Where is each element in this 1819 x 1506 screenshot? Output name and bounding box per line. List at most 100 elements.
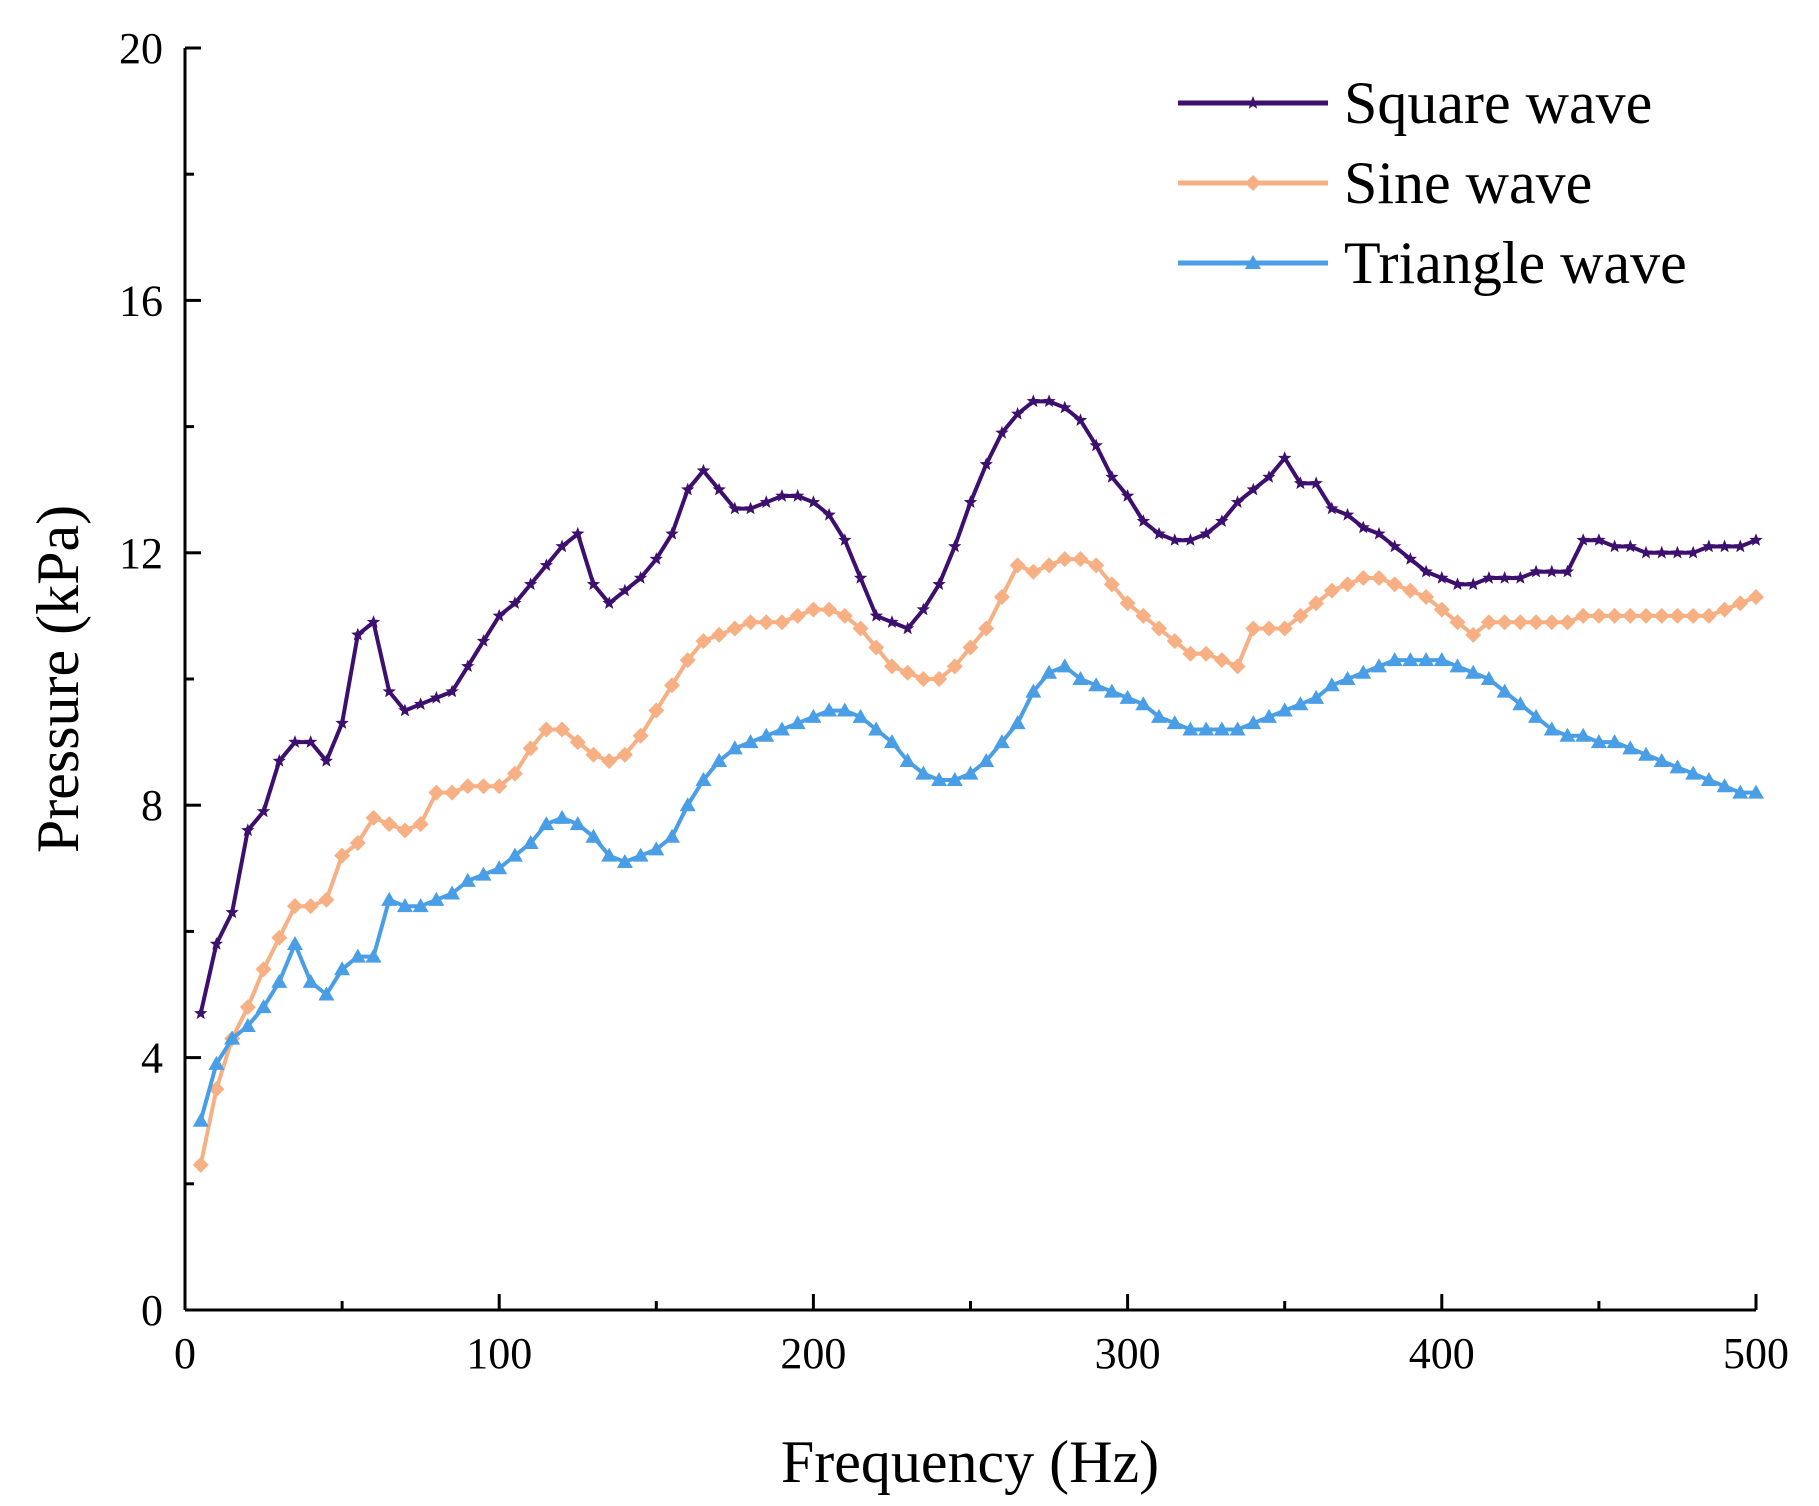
data-point-square-wave bbox=[351, 627, 365, 641]
data-point-sine-wave bbox=[1748, 588, 1764, 605]
data-point-square-wave bbox=[414, 697, 428, 710]
data-point-square-wave bbox=[1325, 501, 1339, 515]
data-point-square-wave bbox=[382, 684, 396, 698]
legend-item-triangle-wave: Triangle wave bbox=[1178, 230, 1687, 296]
data-point-sine-wave bbox=[1151, 620, 1168, 637]
data-point-sine-wave bbox=[1292, 607, 1309, 624]
data-point-sine-wave bbox=[239, 999, 256, 1016]
legend-marker-square-wave bbox=[1246, 96, 1260, 109]
data-point-square-wave bbox=[1529, 564, 1543, 578]
data-point-square-wave bbox=[633, 571, 648, 584]
series-line-square-wave bbox=[198, 399, 1757, 1014]
data-point-triangle-wave bbox=[1166, 715, 1183, 730]
data-point-square-wave bbox=[901, 621, 915, 635]
data-point-sine-wave bbox=[632, 727, 649, 744]
data-point-triangle-wave bbox=[1386, 652, 1403, 667]
legend-marker-sine-wave-shape bbox=[1245, 175, 1261, 191]
data-point-triangle-wave bbox=[1559, 727, 1576, 742]
data-point-square-wave bbox=[1388, 539, 1402, 553]
data-point-sine-wave bbox=[1276, 620, 1293, 637]
data-point-sine-wave bbox=[522, 740, 539, 757]
legend-marker-triangle-wave bbox=[1245, 255, 1261, 269]
data-point-sine-wave bbox=[428, 784, 445, 801]
series-line-triangle-wave bbox=[198, 658, 1756, 1122]
data-point-triangle-wave bbox=[1213, 721, 1230, 736]
data-point-square-wave bbox=[995, 425, 1009, 439]
legend-marker-square-wave-shape bbox=[1246, 96, 1260, 109]
data-point-sine-wave bbox=[1370, 570, 1387, 587]
data-point-triangle-wave bbox=[773, 721, 790, 736]
data-point-sine-wave bbox=[773, 614, 790, 631]
data-point-triangle-wave bbox=[286, 936, 303, 951]
data-point-triangle-wave bbox=[836, 702, 853, 717]
data-point-triangle-wave bbox=[868, 721, 885, 736]
legend-item-square-wave: Square wave bbox=[1178, 70, 1652, 136]
data-point-square-wave bbox=[791, 489, 805, 502]
data-point-triangle-wave bbox=[1622, 740, 1639, 755]
data-point-square-wave bbox=[194, 1006, 208, 1020]
data-point-sine-wave bbox=[302, 898, 319, 915]
data-point-square-wave bbox=[728, 501, 742, 515]
data-point-sine-wave bbox=[883, 658, 900, 675]
data-point-triangle-wave bbox=[758, 727, 775, 742]
data-point-square-wave bbox=[225, 905, 239, 919]
data-point-sine-wave bbox=[695, 633, 712, 650]
x-tick-label: 100 bbox=[466, 1329, 532, 1378]
data-point-square-wave bbox=[508, 596, 522, 609]
data-point-triangle-wave bbox=[1072, 671, 1089, 685]
data-point-sine-wave bbox=[1323, 582, 1340, 599]
data-point-triangle-wave bbox=[711, 753, 728, 768]
data-point-square-wave bbox=[1042, 394, 1056, 407]
series-sine-wave bbox=[192, 551, 1764, 1173]
x-tick-label: 400 bbox=[1409, 1329, 1475, 1378]
data-point-sine-wave bbox=[868, 639, 885, 656]
data-point-square-wave bbox=[272, 754, 286, 767]
data-point-sine-wave bbox=[271, 929, 288, 946]
y-axis-title: Pressure (kPa) bbox=[25, 505, 91, 853]
data-point-square-wave bbox=[1058, 400, 1072, 414]
data-point-triangle-wave bbox=[506, 847, 523, 862]
data-point-square-wave bbox=[1309, 476, 1323, 490]
data-point-triangle-wave bbox=[1135, 696, 1152, 711]
data-point-sine-wave bbox=[459, 778, 476, 795]
data-point-sine-wave bbox=[836, 607, 853, 624]
data-point-square-wave bbox=[319, 754, 333, 767]
data-point-square-wave bbox=[838, 533, 852, 546]
data-point-sine-wave bbox=[915, 671, 932, 687]
data-point-triangle-wave bbox=[821, 702, 838, 717]
data-point-sine-wave bbox=[1135, 607, 1152, 624]
data-point-sine-wave bbox=[585, 746, 602, 763]
data-point-square-wave bbox=[1655, 545, 1669, 559]
data-point-sine-wave bbox=[1355, 570, 1372, 587]
ticks bbox=[183, 46, 1758, 1312]
data-point-sine-wave bbox=[1041, 557, 1058, 574]
data-point-square-wave bbox=[1120, 489, 1135, 502]
data-point-sine-wave bbox=[726, 620, 743, 637]
x-axis-title: Frequency (Hz) bbox=[781, 1429, 1159, 1495]
data-point-sine-wave bbox=[412, 816, 429, 833]
data-point-triangle-wave bbox=[554, 809, 571, 824]
data-point-square-wave bbox=[555, 539, 569, 553]
data-point-square-wave bbox=[1168, 533, 1182, 546]
data-point-triangle-wave bbox=[632, 847, 649, 862]
data-point-sine-wave bbox=[475, 778, 492, 795]
data-point-square-wave bbox=[649, 552, 663, 565]
legend-item-sine-wave: Sine wave bbox=[1178, 150, 1592, 216]
data-point-triangle-wave bbox=[239, 1018, 256, 1033]
data-point-triangle-wave bbox=[1009, 715, 1026, 730]
data-point-triangle-wave bbox=[883, 734, 900, 749]
y-tick-label: 20 bbox=[119, 24, 163, 73]
data-point-sine-wave bbox=[1402, 582, 1419, 599]
data-point-triangle-wave bbox=[1700, 771, 1717, 786]
data-point-triangle-wave bbox=[412, 898, 429, 913]
data-point-triangle-wave bbox=[1041, 664, 1058, 679]
data-point-square-wave bbox=[476, 634, 491, 647]
data-point-triangle-wave bbox=[522, 835, 539, 850]
data-point-square-wave bbox=[241, 823, 255, 837]
data-point-triangle-wave bbox=[208, 1055, 225, 1070]
data-point-triangle-wave bbox=[993, 734, 1010, 749]
data-point-square-wave bbox=[618, 583, 632, 597]
legend-label-square-wave: Square wave bbox=[1344, 70, 1652, 136]
data-point-triangle-wave bbox=[1308, 689, 1325, 704]
data-point-square-wave bbox=[869, 608, 883, 622]
